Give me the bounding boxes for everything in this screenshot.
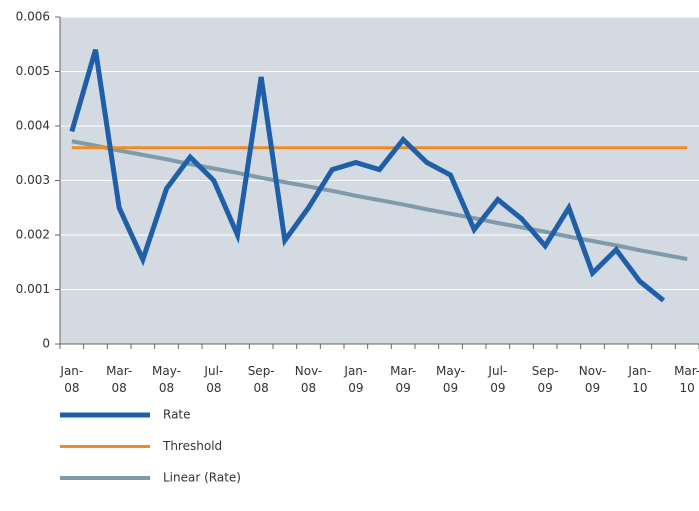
legend-label: Threshold [162, 439, 222, 453]
y-tick-label: 0 [42, 337, 50, 351]
series-line [69, 49, 666, 303]
y-tick-label: 0.003 [16, 173, 50, 187]
y-tick-label: 0.001 [16, 282, 50, 296]
x-tick-label: Nov-09 [579, 364, 606, 395]
x-tick-label: Sep-08 [248, 364, 275, 395]
series-line [71, 139, 688, 261]
y-tick-label: 0.004 [16, 119, 50, 133]
x-tick-label: Sep-09 [532, 364, 559, 395]
x-tick-label: Jul-08 [203, 364, 223, 395]
y-tick-label: 0.002 [16, 228, 50, 242]
x-tick-label: May-08 [152, 364, 181, 395]
x-tick-label: May-09 [436, 364, 465, 395]
x-tick-label: Mar-09 [390, 364, 416, 395]
x-tick-label: Mar-10 [674, 364, 699, 395]
x-tick-label: Jan-10 [627, 364, 651, 395]
x-tick-label: Jan-08 [59, 364, 83, 395]
x-tick-label: Nov-08 [295, 364, 322, 395]
x-tick-label: Jan-09 [343, 364, 367, 395]
legend-label: Linear (Rate) [163, 471, 241, 485]
x-tick-label: Mar-08 [106, 364, 132, 395]
legend-label: Rate [163, 408, 191, 422]
y-tick-label: 0.005 [16, 64, 50, 78]
y-tick-label: 0.006 [16, 10, 50, 24]
x-tick-label: Jul-09 [487, 364, 507, 395]
